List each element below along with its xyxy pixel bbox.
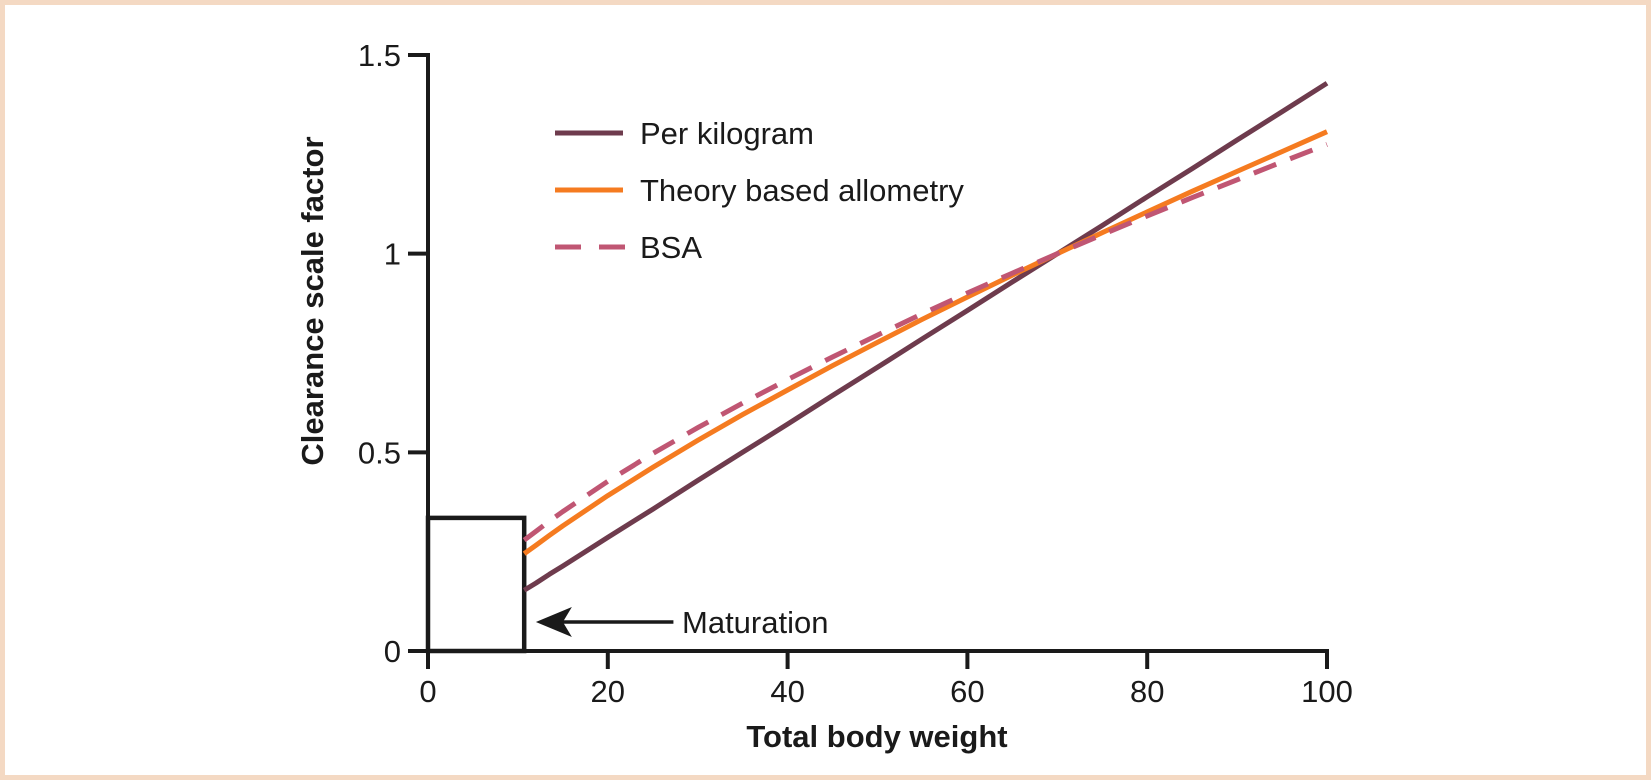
chart-canvas: 0 20 40 60 80 100 0 0.5 1 1.5 Clearance scale fac…	[295, 38, 1353, 754]
y-tick-label: 1.5	[358, 38, 401, 73]
legend-label-per-kilogram: Per kilogram	[640, 116, 814, 151]
series-line-theory-based-allometry	[522, 129, 1329, 556]
axis-spine	[426, 53, 1329, 653]
maturation-label: Maturation	[682, 605, 828, 640]
legend-label-bsa: BSA	[640, 230, 702, 265]
x-tick-label: 80	[1130, 674, 1164, 709]
x-tick-label: 60	[950, 674, 984, 709]
x-tick-label: 40	[770, 674, 804, 709]
y-tick-label: 0.5	[358, 435, 401, 470]
y-tick-label: 1	[384, 237, 401, 272]
x-tick-label: 20	[591, 674, 625, 709]
series-line-per-kilogram	[522, 81, 1329, 593]
legend-label-theory-allometry: Theory based allometry	[640, 173, 964, 208]
plot-dynamic-layer: 0 20 40 60 80 100 0 0.5 1 1.5	[358, 38, 1353, 709]
series-line-bsa	[522, 142, 1328, 543]
x-axis-title: Total body weight	[746, 719, 1007, 754]
y-axis-title: Clearance scale factor	[295, 136, 330, 465]
x-tick-label: 0	[419, 674, 436, 709]
maturation-arrow-head	[535, 606, 572, 637]
legend: Per kilogram Theory based allometry BSA	[555, 116, 964, 265]
maturation-box	[425, 515, 527, 654]
y-tick-label: 0	[384, 634, 401, 669]
x-tick-label: 100	[1301, 674, 1353, 709]
